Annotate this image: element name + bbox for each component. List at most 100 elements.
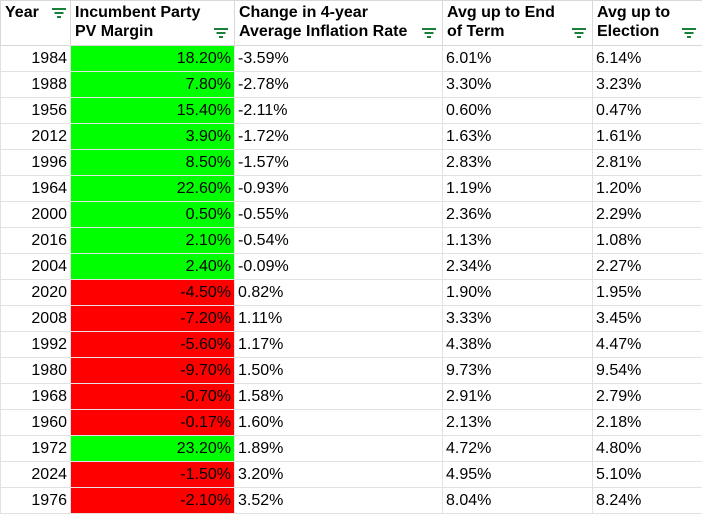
year-cell[interactable]: 1984 xyxy=(0,45,71,72)
pv-margin-cell[interactable]: 22.60% xyxy=(70,175,235,202)
inflation-change-cell[interactable]: 0.82% xyxy=(234,279,443,306)
column-header-avg-election[interactable]: Avg up to Election xyxy=(592,0,702,46)
pv-margin-cell[interactable]: 0.50% xyxy=(70,201,235,228)
year-cell[interactable]: 1992 xyxy=(0,331,71,358)
inflation-change-cell[interactable]: -0.55% xyxy=(234,201,443,228)
avg-end-of-term-cell[interactable]: 1.13% xyxy=(442,227,593,254)
filter-icon[interactable] xyxy=(682,28,696,39)
pv-margin-cell[interactable]: -1.50% xyxy=(70,461,235,488)
avg-end-of-term-cell[interactable]: 6.01% xyxy=(442,45,593,72)
avg-end-of-term-cell[interactable]: 9.73% xyxy=(442,357,593,384)
inflation-change-cell[interactable]: -3.59% xyxy=(234,45,443,72)
pv-margin-cell[interactable]: 15.40% xyxy=(70,97,235,124)
inflation-change-cell[interactable]: 3.52% xyxy=(234,487,443,514)
pv-margin-cell[interactable]: -2.10% xyxy=(70,487,235,514)
avg-election-cell[interactable]: 5.10% xyxy=(592,461,702,488)
year-cell[interactable]: 1980 xyxy=(0,357,71,384)
pv-margin-cell[interactable]: -5.60% xyxy=(70,331,235,358)
avg-end-of-term-cell[interactable]: 4.38% xyxy=(442,331,593,358)
pv-margin-cell[interactable]: 7.80% xyxy=(70,71,235,98)
avg-end-of-term-cell[interactable]: 2.36% xyxy=(442,201,593,228)
avg-end-of-term-cell[interactable]: 2.83% xyxy=(442,149,593,176)
inflation-change-cell[interactable]: 1.17% xyxy=(234,331,443,358)
avg-end-of-term-cell[interactable]: 8.04% xyxy=(442,487,593,514)
avg-end-of-term-cell[interactable]: 3.33% xyxy=(442,305,593,332)
pv-margin-cell[interactable]: -7.20% xyxy=(70,305,235,332)
year-cell[interactable]: 2020 xyxy=(0,279,71,306)
filter-icon[interactable] xyxy=(572,28,586,39)
year-cell[interactable]: 2012 xyxy=(0,123,71,150)
pv-margin-cell[interactable]: 2.40% xyxy=(70,253,235,280)
inflation-change-cell[interactable]: 3.20% xyxy=(234,461,443,488)
avg-election-cell[interactable]: 1.61% xyxy=(592,123,702,150)
avg-election-cell[interactable]: 2.81% xyxy=(592,149,702,176)
avg-election-cell[interactable]: 2.27% xyxy=(592,253,702,280)
avg-election-cell[interactable]: 4.80% xyxy=(592,435,702,462)
inflation-change-cell[interactable]: 1.89% xyxy=(234,435,443,462)
inflation-change-cell[interactable]: 1.11% xyxy=(234,305,443,332)
year-cell[interactable]: 1976 xyxy=(0,487,71,514)
year-cell[interactable]: 1960 xyxy=(0,409,71,436)
year-cell[interactable]: 2004 xyxy=(0,253,71,280)
avg-end-of-term-cell[interactable]: 2.34% xyxy=(442,253,593,280)
year-cell[interactable]: 1968 xyxy=(0,383,71,410)
avg-election-cell[interactable]: 0.47% xyxy=(592,97,702,124)
pv-margin-cell[interactable]: -0.17% xyxy=(70,409,235,436)
year-cell[interactable]: 2000 xyxy=(0,201,71,228)
year-cell[interactable]: 2024 xyxy=(0,461,71,488)
avg-election-cell[interactable]: 2.18% xyxy=(592,409,702,436)
avg-end-of-term-cell[interactable]: 4.95% xyxy=(442,461,593,488)
avg-election-cell[interactable]: 3.23% xyxy=(592,71,702,98)
year-cell[interactable]: 1988 xyxy=(0,71,71,98)
pv-margin-cell[interactable]: -4.50% xyxy=(70,279,235,306)
inflation-change-cell[interactable]: 1.58% xyxy=(234,383,443,410)
avg-end-of-term-cell[interactable]: 0.60% xyxy=(442,97,593,124)
year-cell[interactable]: 2016 xyxy=(0,227,71,254)
year-cell[interactable]: 1956 xyxy=(0,97,71,124)
avg-election-cell[interactable]: 3.45% xyxy=(592,305,702,332)
avg-end-of-term-cell[interactable]: 4.72% xyxy=(442,435,593,462)
avg-end-of-term-cell[interactable]: 1.19% xyxy=(442,175,593,202)
year-cell[interactable]: 2008 xyxy=(0,305,71,332)
year-cell[interactable]: 1964 xyxy=(0,175,71,202)
filter-icon[interactable] xyxy=(214,28,228,39)
avg-election-cell[interactable]: 6.14% xyxy=(592,45,702,72)
column-header-avg-end-of-term[interactable]: Avg up to End of Term xyxy=(442,0,593,46)
pv-margin-cell[interactable]: 18.20% xyxy=(70,45,235,72)
avg-end-of-term-cell[interactable]: 1.90% xyxy=(442,279,593,306)
filter-icon[interactable] xyxy=(52,8,66,19)
avg-election-cell[interactable]: 2.79% xyxy=(592,383,702,410)
avg-end-of-term-cell[interactable]: 2.13% xyxy=(442,409,593,436)
avg-election-cell[interactable]: 1.08% xyxy=(592,227,702,254)
pv-margin-cell[interactable]: -0.70% xyxy=(70,383,235,410)
year-cell[interactable]: 1972 xyxy=(0,435,71,462)
inflation-change-cell[interactable]: -1.72% xyxy=(234,123,443,150)
avg-end-of-term-cell[interactable]: 1.63% xyxy=(442,123,593,150)
inflation-change-cell[interactable]: -0.09% xyxy=(234,253,443,280)
inflation-change-cell[interactable]: -2.11% xyxy=(234,97,443,124)
avg-election-cell[interactable]: 8.24% xyxy=(592,487,702,514)
avg-end-of-term-cell[interactable]: 3.30% xyxy=(442,71,593,98)
inflation-change-cell[interactable]: -0.93% xyxy=(234,175,443,202)
avg-election-cell[interactable]: 9.54% xyxy=(592,357,702,384)
avg-election-cell[interactable]: 2.29% xyxy=(592,201,702,228)
inflation-change-cell[interactable]: 1.50% xyxy=(234,357,443,384)
inflation-change-cell[interactable]: -1.57% xyxy=(234,149,443,176)
pv-margin-cell[interactable]: 8.50% xyxy=(70,149,235,176)
inflation-change-cell[interactable]: 1.60% xyxy=(234,409,443,436)
avg-election-cell[interactable]: 4.47% xyxy=(592,331,702,358)
column-header-year[interactable]: Year xyxy=(0,0,71,46)
column-header-inflation-change[interactable]: Change in 4-year Average Inflation Rate xyxy=(234,0,443,46)
avg-end-of-term-cell[interactable]: 2.91% xyxy=(442,383,593,410)
inflation-change-cell[interactable]: -0.54% xyxy=(234,227,443,254)
avg-election-cell[interactable]: 1.20% xyxy=(592,175,702,202)
column-header-pv-margin[interactable]: Incumbent Party PV Margin xyxy=(70,0,235,46)
avg-election-cell[interactable]: 1.95% xyxy=(592,279,702,306)
inflation-change-cell[interactable]: -2.78% xyxy=(234,71,443,98)
pv-margin-cell[interactable]: -9.70% xyxy=(70,357,235,384)
year-cell[interactable]: 1996 xyxy=(0,149,71,176)
pv-margin-cell[interactable]: 23.20% xyxy=(70,435,235,462)
pv-margin-cell[interactable]: 3.90% xyxy=(70,123,235,150)
filter-icon[interactable] xyxy=(422,28,436,39)
pv-margin-cell[interactable]: 2.10% xyxy=(70,227,235,254)
